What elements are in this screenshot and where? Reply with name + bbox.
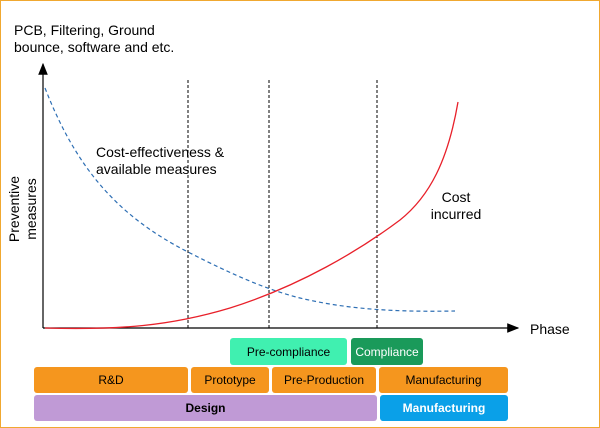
top-note: PCB, Filtering, Ground bounce, software … <box>14 22 175 55</box>
phase-box-rd: R&D <box>34 367 188 393</box>
cost-incurred-curve <box>44 101 459 330</box>
phase-box-prototype: Prototype <box>191 367 269 393</box>
cost-effectiveness-curve <box>44 87 456 312</box>
compliance-box: Compliance <box>351 338 423 365</box>
stage-box-design: Design <box>34 395 377 421</box>
x-axis-label: Phase <box>530 321 570 337</box>
phase-box-pre-production: Pre-Production <box>272 367 376 393</box>
cost-incurred-label: Cost incurred <box>430 189 482 222</box>
cost-effectiveness-label: Cost-effectiveness & available measures <box>96 144 225 177</box>
pre-compliance-box: Pre-compliance <box>230 338 347 365</box>
stage-box-manufacturing: Manufacturing <box>380 395 508 421</box>
phase-box-manufacturing: Manufacturing <box>379 367 508 393</box>
